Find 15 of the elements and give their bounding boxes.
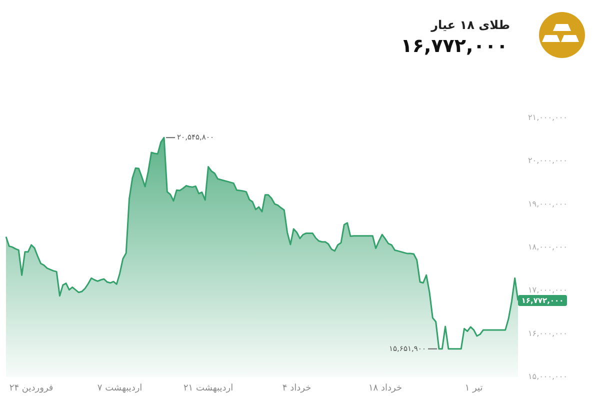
x-tick-label: ۴ خرداد (282, 384, 312, 394)
x-tick-label: ۲۴ فروردین (9, 384, 54, 394)
chart-title: طلای ۱۸ عیار (431, 18, 510, 32)
y-tick-label: ۲۱,۰۰۰,۰۰۰ (528, 113, 568, 122)
y-tick-label: ۱۷,۰۰۰,۰۰۰ (528, 286, 568, 295)
y-tick-label: ۱۵,۰۰۰,۰۰۰ (528, 372, 568, 382)
x-tick-label: ۷ اردیبهشت (97, 384, 142, 394)
y-tick-label: ۱۶,۰۰۰,۰۰۰ (528, 328, 568, 338)
x-tick-label: ۱۸ خرداد (368, 384, 402, 394)
y-tick-label: ۱۹,۰۰۰,۰۰۰ (528, 199, 568, 208)
text: ۱۶,۷۷۲,۰۰۰ (400, 35, 508, 57)
x-tick-label: ۲۱ اردیبهشت (183, 384, 234, 394)
x-tick-label: ۱ تیر (464, 384, 484, 394)
y-tick-label: ۱۸,۰۰۰,۰۰۰ (528, 242, 568, 252)
y-tick-label: ۲۰,۰۰۰,۰۰۰ (528, 156, 568, 166)
